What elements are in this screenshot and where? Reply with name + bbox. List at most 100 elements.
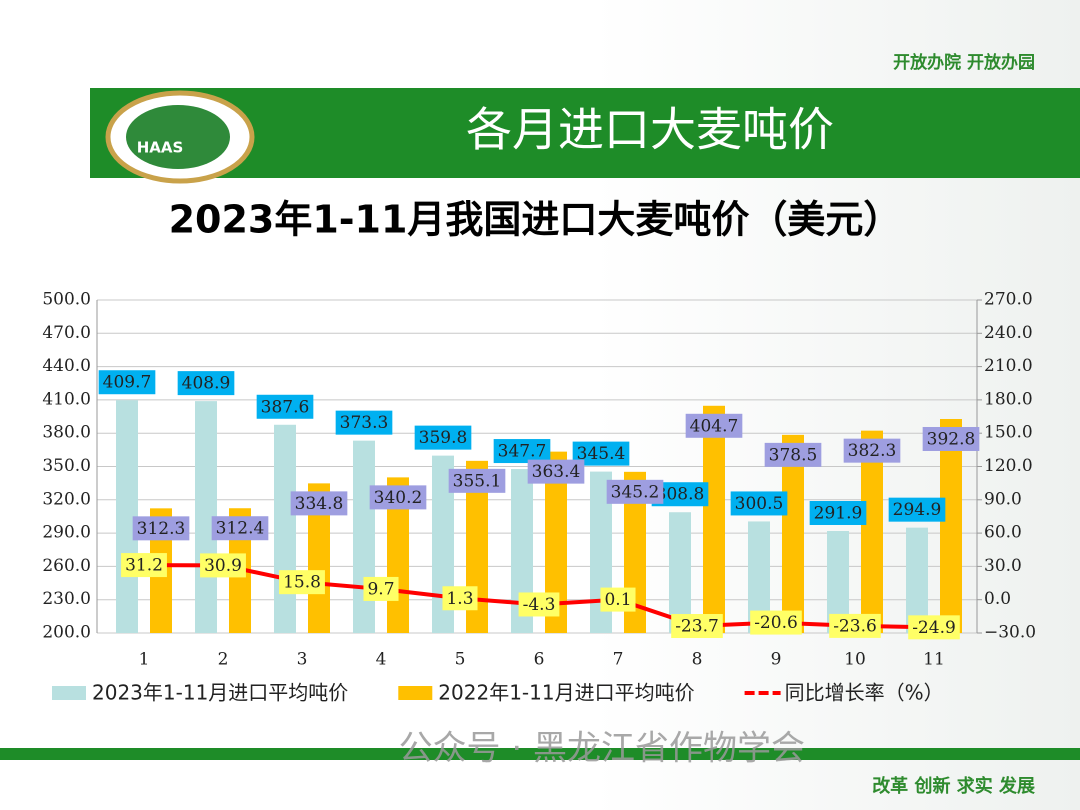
bar xyxy=(511,469,533,633)
data-label-box xyxy=(493,439,551,464)
data-label: -20.6 xyxy=(754,613,798,633)
data-label-box xyxy=(363,576,399,601)
data-label: 355.1 xyxy=(453,471,502,491)
logo-text: HAAS xyxy=(137,139,184,157)
y2-tick-label: 210.0 xyxy=(984,356,1033,376)
y-tick-label: 350.0 xyxy=(42,456,91,476)
data-label: 340.2 xyxy=(374,488,423,508)
y2-tick-label: 30.0 xyxy=(984,556,1022,576)
data-label-box xyxy=(843,438,901,463)
data-label-box xyxy=(518,592,560,617)
y2-tick-label: 240.0 xyxy=(984,323,1033,343)
header-title: 各月进口大麦吨价 xyxy=(466,103,834,157)
bar xyxy=(703,405,725,633)
x-tick-label: 9 xyxy=(771,650,782,670)
data-label-box xyxy=(200,553,246,578)
data-label: 373.3 xyxy=(340,413,389,433)
bar xyxy=(353,440,375,633)
data-label-box xyxy=(764,442,822,467)
data-label: -23.6 xyxy=(833,616,877,636)
legend-swatch xyxy=(398,686,433,700)
data-label-box xyxy=(177,371,235,396)
footer-band xyxy=(0,748,1080,760)
data-label: 308.8 xyxy=(656,485,705,505)
data-label: 31.2 xyxy=(125,556,163,576)
data-label-box xyxy=(211,516,269,541)
data-label: 408.9 xyxy=(182,374,231,394)
data-label-box xyxy=(671,614,723,639)
data-label-box xyxy=(132,516,190,541)
data-label: 1.3 xyxy=(446,589,473,609)
legend-swatch xyxy=(52,686,86,700)
x-tick-label: 3 xyxy=(297,650,308,670)
data-label: 312.3 xyxy=(137,519,186,539)
data-label: 387.6 xyxy=(261,397,310,417)
y-tick-label: 470.0 xyxy=(42,323,91,343)
motto: 改革 创新 求实 发展 xyxy=(872,775,1036,797)
chart: 200.0 230.0 260.0 290.0 3 2 0.0 350.0 380.0 410.0… xyxy=(42,290,1036,705)
data-label: 378.5 xyxy=(769,445,818,465)
data-label-box xyxy=(606,479,664,504)
data-label-box xyxy=(256,394,314,419)
y-tick-label: 380.0 xyxy=(42,423,91,443)
legend-label: 2022年1-11月进口平均吨价 xyxy=(438,681,694,705)
bar xyxy=(782,434,804,633)
data-label: 312.4 xyxy=(216,519,265,539)
data-label-box xyxy=(98,370,156,395)
x-tick-label: 1 xyxy=(139,650,150,670)
data-label: 334.8 xyxy=(295,494,344,514)
bar xyxy=(308,483,330,633)
x-tick-label: 8 xyxy=(692,650,703,670)
data-label: 345.2 xyxy=(611,482,660,502)
data-label-box xyxy=(600,587,636,612)
x-tick-label: 4 xyxy=(376,650,387,670)
bar xyxy=(748,521,770,633)
y-tick-label: 230.0 xyxy=(42,589,91,609)
data-label-box xyxy=(448,468,506,493)
x-tick-label: 7 xyxy=(613,650,624,670)
data-label-box xyxy=(527,459,585,484)
data-label-box xyxy=(369,485,427,510)
data-label: 359.8 xyxy=(419,428,468,448)
data-label-box xyxy=(290,491,348,516)
data-label-box xyxy=(750,610,802,635)
data-label: 409.7 xyxy=(103,373,152,393)
logo-inner xyxy=(126,105,230,169)
bar xyxy=(669,512,691,633)
bar xyxy=(545,451,567,633)
data-label: 0.1 xyxy=(604,590,631,610)
y2-tick-label: 180.0 xyxy=(984,389,1033,409)
data-label: 392.8 xyxy=(927,429,976,449)
y-tick-label: 290.0 xyxy=(42,523,91,543)
y-tick-label: 440.0 xyxy=(42,356,91,376)
data-label-box xyxy=(809,500,867,525)
x-tick-label: 6 xyxy=(534,650,545,670)
bar xyxy=(274,424,296,633)
data-label-box xyxy=(279,570,325,595)
y2-tick-label: 150.0 xyxy=(984,423,1033,443)
y2-tick-label: 270.0 xyxy=(984,290,1033,310)
data-label: 291.9 xyxy=(814,503,863,523)
x-tick-label: 2 xyxy=(218,650,229,670)
y-tick-label: 260.0 xyxy=(42,556,91,576)
data-label-box xyxy=(829,613,881,638)
y-tick-label: 500.0 xyxy=(42,290,91,310)
bar xyxy=(940,418,962,633)
legend-label: 2023年1-11月进口平均吨价 xyxy=(92,681,348,705)
y-tick-label: 410.0 xyxy=(42,389,91,409)
data-label: 345.4 xyxy=(577,444,626,464)
y2-tick-label: 60.0 xyxy=(984,523,1022,543)
data-label: -24.9 xyxy=(912,618,956,638)
y2-tick-label: −30.0 xyxy=(984,623,1036,643)
data-label: 30.9 xyxy=(204,556,242,576)
y2-tick-label: 0.0 xyxy=(984,589,1011,609)
y2-tick-label: 120.0 xyxy=(984,456,1033,476)
data-label-box xyxy=(442,586,478,611)
data-label-box xyxy=(908,615,960,640)
y-tick-label: 200.0 xyxy=(42,623,91,643)
y2-tick-label: 90.0 xyxy=(984,489,1022,509)
data-label: 382.3 xyxy=(848,441,897,461)
data-label-box xyxy=(414,425,472,450)
chart-title: 2023年1-11月我国进口大麦吨价（美元） xyxy=(169,198,902,242)
